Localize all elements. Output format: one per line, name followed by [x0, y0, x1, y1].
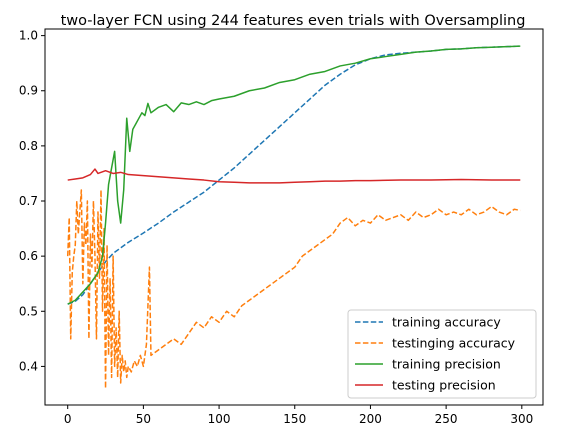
legend-entry-label: testinging accuracy — [392, 336, 516, 351]
x-axis: 0 50 100 150 200 250 300 — [64, 405, 533, 426]
x-tick-label: 300 — [510, 412, 533, 426]
y-tick-label: 0.7 — [19, 194, 38, 208]
y-tick-label: 0.4 — [19, 359, 38, 373]
x-tick-label: 50 — [136, 412, 151, 426]
y-tick-label: 0.6 — [19, 249, 38, 263]
x-tick-label: 100 — [208, 412, 231, 426]
series-layer — [66, 45, 521, 390]
legend: training accuracy testinging accuracy trai… — [347, 309, 537, 399]
legend-box — [347, 309, 537, 399]
y-tick-label: 0.9 — [19, 84, 38, 98]
y-axis: 0.4 0.5 0.6 0.7 0.8 0.9 1.0 — [19, 29, 45, 373]
legend-entry-label: training precision — [392, 357, 501, 372]
legend-entry-label: training accuracy — [392, 315, 501, 330]
x-tick-label: 200 — [359, 412, 382, 426]
legend-entry-label: testing precision — [392, 378, 496, 393]
x-tick-label: 0 — [64, 412, 72, 426]
series-line-3 — [67, 45, 521, 305]
y-tick-label: 0.8 — [19, 139, 38, 153]
plot-frame — [44, 28, 544, 406]
chart-title: two-layer FCN using 244 features even tr… — [61, 13, 526, 29]
series-line-2 — [66, 189, 521, 390]
y-tick-label: 1.0 — [19, 29, 38, 43]
y-tick-label: 0.5 — [19, 304, 38, 318]
x-tick-label: 250 — [435, 412, 458, 426]
x-tick-label: 150 — [283, 412, 306, 426]
series-line-4 — [67, 168, 521, 184]
